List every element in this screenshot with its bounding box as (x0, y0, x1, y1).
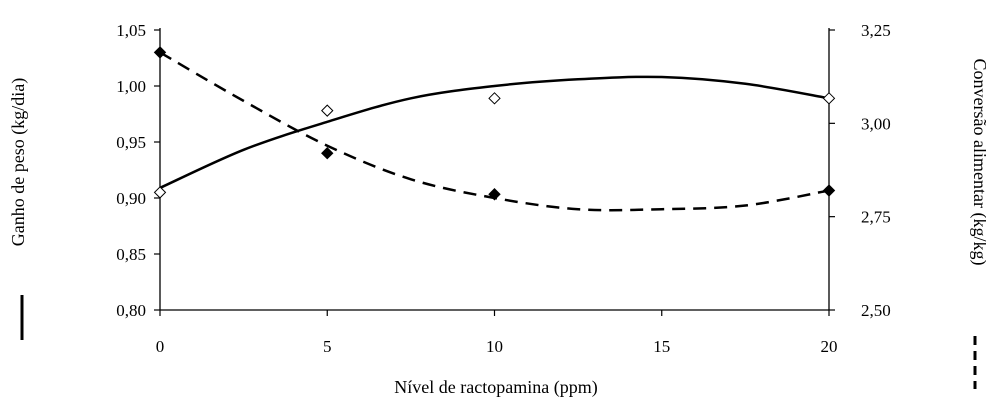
series-1-fit-line (159, 75, 830, 190)
y-left-tick-label: 1,05 (116, 21, 146, 40)
x-tick-label: 10 (486, 337, 503, 356)
x-tick-label: 0 (156, 337, 165, 356)
series-layer (153, 46, 836, 212)
y-left-tick-label: 0,80 (116, 301, 146, 320)
series-2-fit-line (159, 51, 830, 212)
series-2-data-point (321, 146, 334, 160)
series-1-data-point (153, 186, 167, 199)
x-tick-label: 20 (821, 337, 838, 356)
series-1-data-point (822, 92, 836, 105)
y-left-tick-label: 0,90 (116, 189, 146, 208)
x-tick-label: 15 (653, 337, 670, 356)
y-left-tick-label: 0,95 (116, 133, 146, 152)
series-2-data-point (488, 188, 501, 201)
tick-labels: 0,80 0,85 0,90 0,95 1,00 1,05 2,50 2,75 3,00 3,25… (116, 21, 891, 356)
series-2-data-point (153, 46, 167, 59)
y-right-tick-label: 3,25 (861, 21, 891, 40)
y-left-tick-label: 0,85 (116, 245, 146, 264)
axes (154, 28, 835, 316)
x-tick-label: 5 (323, 337, 332, 356)
x-axis-title: Nível de ractopamina (ppm) (394, 377, 597, 398)
series-1-data-point (488, 92, 501, 105)
y-left-tick-label: 1,00 (116, 77, 146, 96)
y-axis-right-title: Conversão alimentar (kg/kg) (969, 59, 986, 266)
y-right-tick-label: 2,50 (861, 301, 891, 320)
series-2-data-point (822, 184, 836, 197)
series-1-data-point (321, 104, 334, 117)
y-right-tick-label: 3,00 (861, 114, 891, 133)
y-right-tick-label: 2,75 (861, 208, 891, 227)
y-axis-left-title: Ganho de peso (kg/dia) (8, 78, 29, 246)
